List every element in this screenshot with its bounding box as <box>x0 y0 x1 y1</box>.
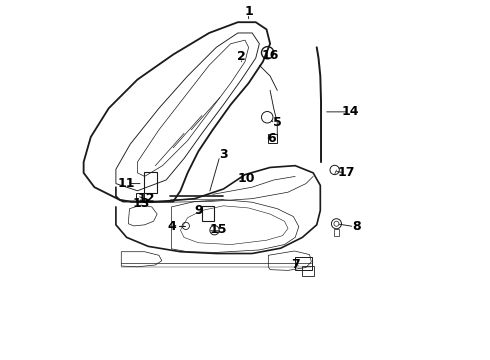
Bar <box>136 193 144 201</box>
Bar <box>268 134 276 143</box>
Text: 12: 12 <box>138 192 155 205</box>
Bar <box>295 257 313 270</box>
Text: 13: 13 <box>132 197 149 210</box>
Text: 10: 10 <box>238 172 256 185</box>
Text: 14: 14 <box>342 105 360 118</box>
Text: 16: 16 <box>262 49 279 62</box>
Text: 6: 6 <box>268 132 276 145</box>
Text: 8: 8 <box>352 220 361 233</box>
Text: 1: 1 <box>244 5 253 18</box>
Bar <box>144 172 157 193</box>
Text: 7: 7 <box>291 258 299 271</box>
Text: 4: 4 <box>167 220 176 233</box>
Text: 2: 2 <box>237 50 246 63</box>
Text: 17: 17 <box>338 166 355 179</box>
Text: 15: 15 <box>209 223 227 236</box>
Text: 3: 3 <box>219 148 228 161</box>
Text: 5: 5 <box>273 116 282 129</box>
Text: 11: 11 <box>117 177 135 190</box>
Bar <box>202 206 214 221</box>
Bar <box>334 229 339 235</box>
Text: 9: 9 <box>194 204 203 217</box>
Bar <box>302 266 314 276</box>
